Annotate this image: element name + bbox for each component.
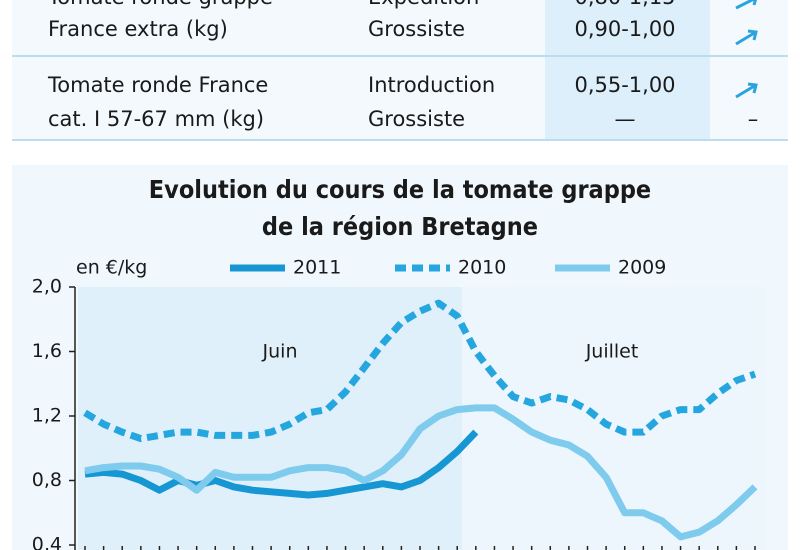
y-tick-label: 1,2 (32, 405, 62, 427)
trend-up (735, 0, 757, 10)
chart-title: de la région Bretagne (262, 212, 538, 241)
series-line (84, 404, 758, 541)
product: Tomate ronde grappe (47, 0, 273, 9)
trend-up (735, 29, 758, 46)
stage: Grossiste (368, 17, 465, 41)
y-tick-label: 0,4 (32, 534, 62, 550)
product: Tomate ronde France (47, 73, 268, 97)
stage: Expédition (368, 0, 479, 9)
month-band (78, 287, 462, 550)
chart-title: Evolution du cours de la tomate grappe (149, 175, 651, 204)
y-axis-label: en €/kg (76, 257, 147, 279)
price: 0,80-1,15 (574, 0, 675, 9)
legend-label: 2011 (293, 257, 341, 279)
stage: Introduction (368, 73, 495, 97)
annotation: Juin (262, 341, 298, 363)
price: 0,90-1,00 (574, 17, 675, 41)
product: France extra (kg) (48, 17, 228, 41)
price: 0,55-1,00 (574, 73, 675, 97)
y-tick-label: 1,6 (32, 340, 62, 362)
y-tick-label: 0,8 (32, 469, 62, 491)
y-tick-label: 2,0 (32, 276, 62, 298)
price-column (545, 0, 710, 140)
stage: Grossiste (368, 107, 465, 131)
product: cat. I 57-67 mm (kg) (48, 107, 264, 131)
legend-label: 2009 (618, 257, 666, 279)
series-line (84, 429, 479, 499)
trend: – (748, 107, 759, 131)
annotation: Juillet (585, 341, 639, 363)
legend-label: 2010 (458, 257, 506, 279)
trend-up (735, 82, 758, 99)
series-line (83, 299, 757, 443)
price: — (615, 107, 636, 131)
